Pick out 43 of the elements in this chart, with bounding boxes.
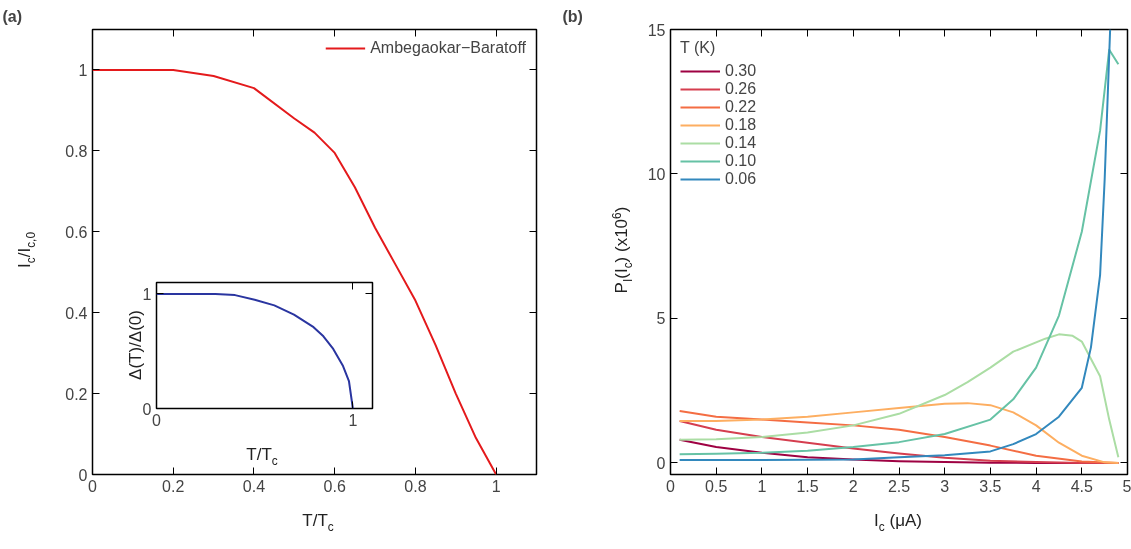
x-tick-label: 2 <box>848 477 858 495</box>
x-axis-title: T/T$_{c}$ <box>246 445 278 468</box>
x-tick-label: 4 <box>1031 477 1041 495</box>
legend-label: 0.22 <box>725 98 757 116</box>
x-axis-title: T/T$_{c}$ <box>302 511 334 534</box>
x-tick-label: 1.5 <box>796 477 819 495</box>
line-series <box>678 333 1120 459</box>
x-tick-label: 0.4 <box>242 477 266 495</box>
y-tick-label: 0.6 <box>65 223 88 241</box>
y-tick-label: 10 <box>647 165 666 183</box>
legend-label: 0.26 <box>725 80 757 98</box>
chart-title: (b) <box>562 7 583 25</box>
y-tick-label: 0.4 <box>65 304 88 322</box>
legend-label: Ambegaokar−Baratoff <box>370 39 526 57</box>
x-tick-label: 3.5 <box>979 477 1002 495</box>
y-tick-label: 15 <box>647 21 666 39</box>
x-tick-label: 1 <box>757 477 767 495</box>
legend-label: 0.14 <box>725 134 757 152</box>
y-tick-label: 0 <box>656 454 666 472</box>
y-tick-label: 0 <box>78 466 88 484</box>
y-tick-label: 0.2 <box>65 385 88 403</box>
x-tick-label: 2.5 <box>887 477 911 495</box>
x-tick-label: 3 <box>940 477 950 495</box>
x-tick-label: 5 <box>1122 477 1131 495</box>
line-series <box>92 68 498 475</box>
line-series <box>156 292 354 409</box>
chart-title: (a) <box>2 7 23 25</box>
legend-title: T (K) <box>680 39 717 57</box>
y-tick-label: 5 <box>656 310 666 328</box>
y-tick-label: 0.8 <box>65 142 88 160</box>
x-tick-label: 0.8 <box>404 477 427 495</box>
x-tick-label: 1 <box>491 477 501 495</box>
legend-label: 0.18 <box>725 116 757 134</box>
legend-label: 0.30 <box>725 62 757 80</box>
x-tick-label: 4.5 <box>1070 477 1094 495</box>
legend-label: 0.10 <box>725 152 757 170</box>
x-tick-label: 0.5 <box>705 477 728 495</box>
x-axis-title: I$_{c}$ (μA) <box>874 511 922 534</box>
y-axis-title: Δ(T)/Δ(0) <box>125 310 145 380</box>
y-tick-label: 1 <box>78 61 88 79</box>
legend-label: 0.06 <box>725 170 757 188</box>
x-tick-label: 0.2 <box>162 477 185 495</box>
x-tick-label: 0.6 <box>323 477 346 495</box>
